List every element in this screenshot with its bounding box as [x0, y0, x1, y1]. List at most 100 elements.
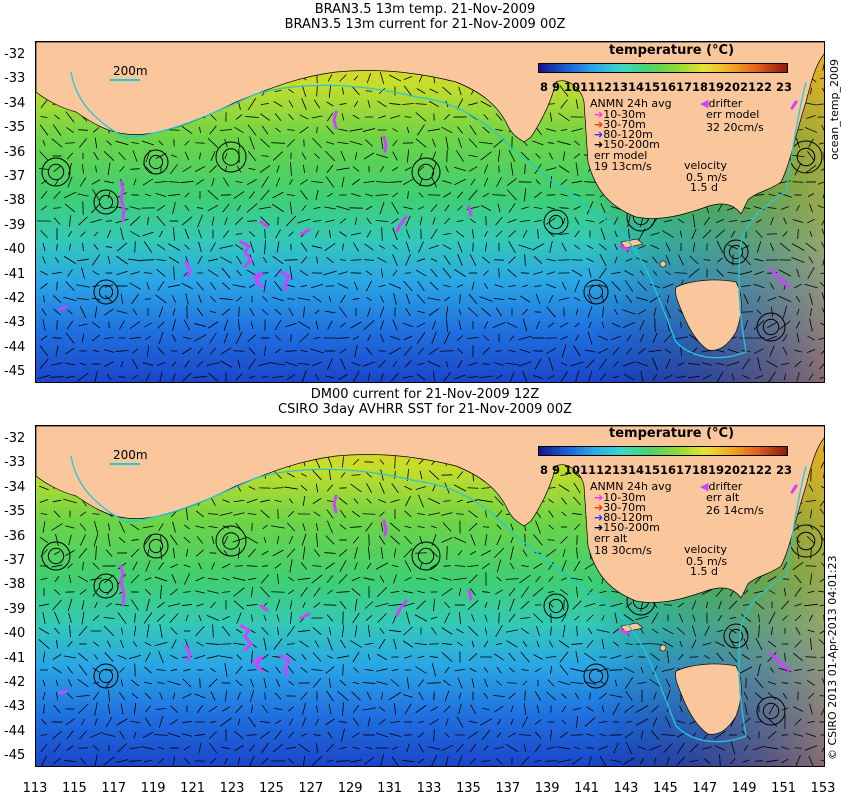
panel2-anmn-item3: ➜80-120m — [594, 511, 653, 524]
panel1-err-label: err model — [594, 149, 648, 162]
lat-tick-label: -38 — [4, 193, 26, 209]
panel1-colorbar-title: temperature (°C) — [609, 43, 735, 58]
king-island — [659, 644, 667, 652]
panel2-drifter-label: ◀drifter — [700, 480, 743, 493]
lat-tick-label: -32 — [4, 431, 26, 446]
panel2-err-label: err alt — [594, 532, 628, 545]
panel2-map — [35, 425, 825, 767]
lat-tick-label: -34 — [4, 95, 26, 111]
panel1-velocity-label: velocity — [684, 159, 727, 172]
panel2-velocity-label: velocity — [684, 543, 727, 556]
drifter-tracks — [58, 484, 798, 695]
lon-tick-label: 137 — [495, 781, 521, 796]
panel2-drifter-err-label: err alt — [706, 491, 740, 504]
panel1-depth-line — [110, 79, 140, 81]
panel2-velocity-scale: 0.5 m/s — [686, 555, 728, 568]
lat-tick-label: -41 — [4, 650, 26, 666]
lat-tick-label: -42 — [4, 291, 26, 306]
lon-tick-label: 147 — [692, 781, 718, 796]
panel1-drifter-err-value: 32 20cm/s — [706, 121, 764, 134]
panel1-err-value: 19 13cm/s — [594, 160, 652, 173]
panel2-anmn-item4: ➜150-200m — [594, 521, 660, 534]
lat-tick-label: -43 — [4, 315, 26, 331]
panel1-map — [35, 41, 825, 383]
lon-tick-label: 125 — [258, 781, 284, 796]
panel1-anmn-title: ANMN 24h avg — [590, 97, 672, 110]
lon-tick-label: 113 — [22, 781, 48, 796]
tasmania-land — [675, 663, 742, 735]
panel1-anmn-item2: ➜30-70m — [594, 118, 646, 131]
lat-tick-label: -40 — [4, 242, 26, 258]
lat-tick-label: -40 — [4, 626, 26, 642]
panel2-err-value: 18 30cm/s — [594, 544, 652, 557]
lat-tick-label: -37 — [4, 553, 26, 568]
lon-tick-label: 117 — [101, 781, 127, 796]
panel2-anmn-item1: ➜10-30m — [594, 491, 646, 504]
lat-tick-label: -33 — [4, 71, 26, 87]
panel1-drifter-err-label: err model — [706, 108, 760, 121]
panel1-title-line1: BRAN3.5 13m temp. 21-Nov-2009 — [314, 2, 536, 17]
panel1-anmn-item1: ➜10-30m — [594, 108, 646, 121]
drifter-tracks — [58, 100, 798, 311]
lon-tick-label: 119 — [140, 781, 166, 796]
panel2-colorbar-ticks: 8 9 10111213141516171819202122 23 — [540, 463, 793, 477]
tasmania-land — [675, 279, 742, 351]
lat-tick-label: -39 — [4, 601, 26, 617]
panel1-title-line2: BRAN3.5 13m current for 21-Nov-2009 00Z — [284, 17, 566, 32]
lon-tick-label: 139 — [534, 781, 560, 796]
panel1-depth-label: 200m — [113, 64, 148, 78]
panel2-depth-line — [110, 463, 140, 465]
panel1-drifter-label: ◀drifter — [700, 97, 743, 110]
lon-tick-label: 149 — [731, 781, 757, 796]
lat-tick-label: -36 — [4, 144, 26, 160]
lat-tick-label: -32 — [4, 47, 26, 62]
lat-tick-label: -44 — [4, 723, 26, 739]
panel1-colorbar-ticks: 8 9 10111213141516171819202122 23 — [540, 80, 793, 94]
lat-tick-label: -42 — [4, 675, 26, 690]
panel2-anmn-title: ANMN 24h avg — [590, 480, 672, 493]
lon-tick-label: 135 — [455, 781, 481, 796]
kangaroo-island — [620, 622, 644, 633]
lon-tick-label: 145 — [652, 781, 678, 796]
panel2-drifter-err-value: 26 14cm/s — [706, 504, 764, 517]
lat-tick-label: -33 — [4, 455, 26, 471]
lat-tick-label: -45 — [4, 364, 26, 380]
panel2-colorbar — [538, 446, 788, 456]
lat-tick-label: -36 — [4, 528, 26, 544]
lat-tick-label: -34 — [4, 479, 26, 495]
lon-tick-label: 151 — [771, 781, 796, 796]
kangaroo-island — [620, 238, 644, 249]
lon-tick-label: 115 — [61, 781, 87, 796]
king-island — [659, 260, 667, 268]
isobath-200m — [70, 71, 807, 359]
lat-tick-label: -44 — [4, 339, 26, 355]
lat-tick-label: -35 — [4, 120, 26, 136]
lat-tick-label: -41 — [4, 266, 26, 282]
sst-map — [36, 426, 824, 766]
panel1-anmn-item3: ➜80-120m — [594, 128, 653, 141]
panel1-velocity-days: 1.5 d — [690, 181, 718, 194]
lon-tick-label: 129 — [337, 781, 363, 796]
lat-tick-label: -38 — [4, 577, 26, 593]
lon-tick-label: 127 — [298, 781, 324, 796]
lon-tick-label: 121 — [180, 781, 205, 796]
lat-tick-label: -45 — [4, 748, 26, 764]
panel2-title-line2: CSIRO 3day AVHRR SST for 21-Nov-2009 00Z — [278, 402, 572, 417]
lat-tick-label: -35 — [4, 504, 26, 520]
panel2-side-text: © CSIRO 2013 01-Apr-2013 04:01:23 — [826, 555, 839, 760]
panel1-anmn-item4: ➜150-200m — [594, 138, 660, 151]
lon-tick-label: 143 — [613, 781, 639, 796]
panel2-velocity-days: 1.5 d — [690, 565, 718, 578]
panel2-depth-label: 200m — [113, 448, 148, 462]
panel1-side-text: ocean_temp_2009 — [828, 58, 841, 160]
lat-tick-label: -39 — [4, 217, 26, 233]
lon-tick-label: 131 — [377, 781, 402, 796]
sst-map — [36, 42, 824, 382]
lat-tick-label: -37 — [4, 169, 26, 184]
lon-tick-label: 133 — [416, 781, 442, 796]
isobath-200m — [70, 455, 807, 743]
panel2-title-line1: DM00 current for 21-Nov-2009 12Z — [310, 387, 540, 402]
panel1-colorbar — [538, 63, 788, 73]
panel2-anmn-item2: ➜30-70m — [594, 501, 646, 514]
panel2-colorbar-title: temperature (°C) — [609, 426, 735, 441]
